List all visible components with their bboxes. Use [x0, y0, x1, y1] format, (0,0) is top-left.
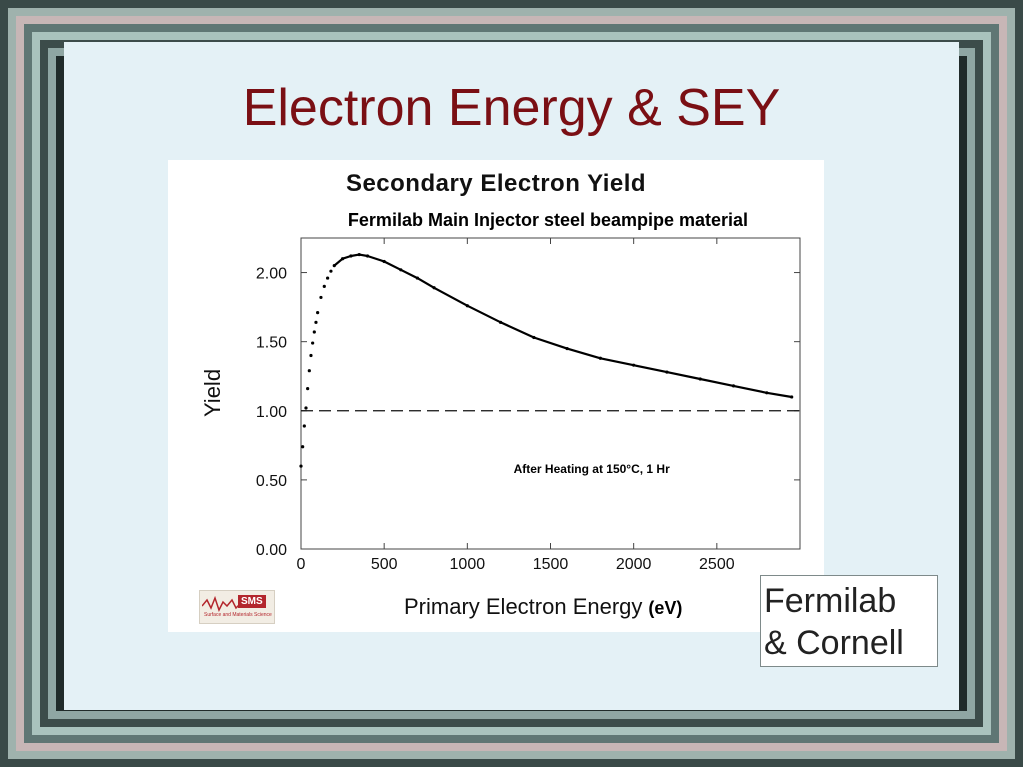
chart-subtitle: Fermilab Main Injector steel beampipe ma… [347, 210, 749, 230]
data-point [299, 464, 303, 468]
x-axis-label-wrap: Primary Electron Energy (eV) [404, 594, 682, 620]
data-point [304, 406, 308, 410]
data-point [329, 269, 333, 273]
x-tick-label: 2000 [616, 556, 652, 573]
data-point [322, 284, 326, 288]
y-axis-label: Yield [200, 369, 225, 417]
y-tick-label: 2.00 [256, 266, 287, 283]
y-tick-label: 0.00 [256, 542, 287, 559]
data-point [314, 320, 318, 324]
x-tick-label: 1500 [533, 556, 569, 573]
x-tick-label: 500 [371, 556, 398, 573]
credit-box: Fermilab & Cornell [760, 575, 938, 667]
data-point [311, 341, 315, 345]
chart-panel: Secondary Electron Yield Fermilab Main I… [168, 160, 824, 632]
logo-label: SMS [238, 595, 266, 608]
data-point [316, 311, 320, 315]
y-tick-label: 1.50 [256, 335, 287, 352]
data-point [312, 330, 316, 334]
wave-logo-icon [202, 595, 241, 612]
data-point [306, 387, 310, 391]
x-axis-label: Primary Electron Energy [404, 594, 643, 619]
data-point [326, 276, 330, 280]
slide-title: Electron Energy & SEY [242, 79, 781, 137]
data-point [301, 445, 305, 449]
data-point [309, 353, 313, 358]
data-point [307, 369, 311, 373]
y-tick-label: 1.00 [256, 404, 287, 421]
yield-curve [333, 253, 792, 399]
chart-title: Secondary Electron Yield [345, 170, 647, 197]
sms-logo: SMS Surface and Materials Science [199, 590, 275, 624]
chart-annotation: After Heating at 150°C, 1 Hr [514, 462, 671, 476]
credit-line-1: Fermilab [764, 582, 897, 620]
x-tick-label: 2500 [699, 556, 735, 573]
y-tick-label: 0.50 [256, 473, 287, 490]
logo-subtitle: Surface and Materials Science [204, 612, 272, 618]
credit-line-2: & Cornell [764, 624, 904, 662]
sey-plot: Yield After Heating at 150°C, 1 Hr 0.00 0… [200, 237, 801, 573]
x-tick-label: 1000 [450, 556, 486, 573]
x-tick-label: 0 [297, 556, 306, 573]
plot-frame [300, 237, 801, 550]
data-point [302, 424, 306, 428]
x-axis-unit: (eV) [648, 598, 683, 618]
data-point [319, 295, 323, 300]
